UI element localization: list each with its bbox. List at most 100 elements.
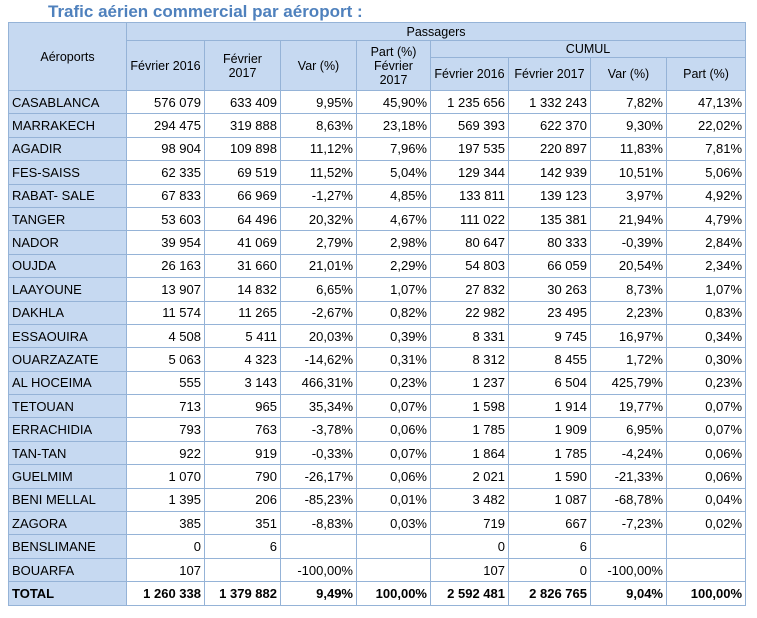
header-feb2017: Février 2017 (204, 40, 281, 91)
header-cumul-feb2016: Février 2016 (430, 57, 509, 91)
cumul-part-value: 0,07% (665, 394, 747, 419)
feb2017-value: 66 969 (204, 183, 281, 208)
cumul-part-value: 0,06% (665, 440, 747, 466)
cumul-part-value: 4,79% (665, 206, 747, 232)
feb2017-value (204, 557, 281, 583)
table-row: DAKHLA 11 574 11 265 -2,67% 0,82% 22 982 23 49… (8, 300, 747, 325)
feb2016-value: 4 508 (126, 323, 205, 349)
cumul-feb2017-value: 1 909 (508, 417, 591, 442)
feb2016-value: 0 (126, 534, 205, 559)
cumul-feb2016-value: 27 832 (430, 277, 509, 302)
cumul-var-value: 6,95% (590, 417, 667, 442)
table-row: TETOUAN 713 965 35,34% 0,07% 1 598 1 914 19,77%… (8, 394, 747, 419)
cumul-var-value: -0,39% (590, 230, 667, 255)
feb2016-value: 385 (126, 511, 205, 536)
airport-name: TETOUAN (8, 394, 127, 419)
part-value (356, 534, 431, 559)
feb2016-value: 13 907 (126, 277, 205, 302)
feb2016-value: 5 063 (126, 347, 205, 372)
feb2017-value: 69 519 (204, 160, 281, 185)
header-airports: Aéroports (8, 22, 127, 91)
feb2016-value: 26 163 (126, 253, 205, 279)
feb2017-value: 109 898 (204, 136, 281, 162)
feb2017-value: 11 265 (204, 300, 281, 325)
cumul-var-value: 19,77% (590, 394, 667, 419)
feb2016-value: 1 395 (126, 487, 205, 513)
feb2016-value: 576 079 (126, 89, 205, 115)
cumul-feb2017-value: 80 333 (508, 230, 591, 255)
var-value: 8,63% (280, 113, 357, 138)
feb2017-value: 319 888 (204, 113, 281, 138)
feb2016-value: 713 (126, 394, 205, 419)
airport-name: DAKHLA (8, 300, 127, 325)
page-title: Trafic aérien commercial par aéroport : (48, 2, 363, 21)
cumul-feb2016-value: 80 647 (430, 230, 509, 255)
cumul-feb2016-value: 1 237 (430, 370, 509, 396)
cumul-feb2016-value: 1 235 656 (430, 89, 509, 115)
part-value: 100,00% (356, 581, 431, 606)
feb2017-value: 6 (204, 534, 281, 559)
var-value: -8,83% (280, 511, 357, 536)
part-value: 45,90% (356, 89, 431, 115)
cumul-var-value: 3,97% (590, 183, 667, 208)
cumul-part-value: 0,34% (665, 323, 747, 349)
cumul-feb2016-value: 22 982 (430, 300, 509, 325)
airport-name: AGADIR (8, 136, 127, 162)
table-row: OUJDA 26 163 31 660 21,01% 2,29% 54 803 66 059… (8, 253, 747, 279)
cumul-feb2017-value: 220 897 (508, 136, 591, 162)
airport-name: BENI MELLAL (8, 487, 127, 513)
cumul-feb2017-value: 622 370 (508, 113, 591, 138)
total-row: TOTAL 1 260 338 1 379 882 9,49% 100,00% 2 592… (8, 581, 747, 606)
feb2017-value: 4 323 (204, 347, 281, 372)
table-row: AGADIR 98 904 109 898 11,12% 7,96% 197 535 220… (8, 136, 747, 162)
cumul-feb2017-value: 1 087 (508, 487, 591, 513)
var-value: -2,67% (280, 300, 357, 325)
airport-name: ERRACHIDIA (8, 417, 127, 442)
cumul-part-value: 0,04% (665, 487, 747, 513)
table-row: BENI MELLAL 1 395 206 -85,23% 0,01% 3 482 1 08… (8, 487, 747, 513)
part-value: 7,96% (356, 136, 431, 162)
cumul-var-value: -68,78% (590, 487, 667, 513)
feb2016-value: 294 475 (126, 113, 205, 138)
cumul-feb2016-value: 107 (430, 557, 509, 583)
table-row: MARRAKECH 294 475 319 888 8,63% 23,18% 569 39… (8, 113, 747, 138)
var-value: -14,62% (280, 347, 357, 372)
table-row: CASABLANCA 576 079 633 409 9,95% 45,90% 1 235… (8, 89, 747, 115)
cumul-part-value: 100,00% (665, 581, 747, 606)
airport-name: OUARZAZATE (8, 347, 127, 372)
table-row: LAAYOUNE 13 907 14 832 6,65% 1,07% 27 832 30 2… (8, 277, 747, 302)
cumul-feb2016-value: 8 312 (430, 347, 509, 372)
cumul-var-value: 7,82% (590, 89, 667, 115)
table-row: TAN-TAN 922 919 -0,33% 0,07% 1 864 1 785 -4,24%… (8, 440, 747, 466)
feb2016-value: 39 954 (126, 230, 205, 255)
cumul-feb2017-value: 1 914 (508, 394, 591, 419)
cumul-var-value: 21,94% (590, 206, 667, 232)
cumul-var-value: 9,30% (590, 113, 667, 138)
cumul-var-value: -100,00% (590, 557, 667, 583)
cumul-feb2016-value: 1 864 (430, 440, 509, 466)
cumul-feb2016-value: 1 598 (430, 394, 509, 419)
cumul-var-value: -7,23% (590, 511, 667, 536)
cumul-feb2016-value: 0 (430, 534, 509, 559)
feb2016-value: 67 833 (126, 183, 205, 208)
cumul-part-value: 7,81% (665, 136, 747, 162)
cumul-var-value: 16,97% (590, 323, 667, 349)
table-row: RABAT- SALE 67 833 66 969 -1,27% 4,85% 133 81… (8, 183, 747, 208)
cumul-part-value: 0,06% (665, 464, 747, 489)
airport-name: OUJDA (8, 253, 127, 279)
cumul-feb2017-value: 1 332 243 (508, 89, 591, 115)
cumul-part-value: 2,84% (665, 230, 747, 255)
var-value: 21,01% (280, 253, 357, 279)
cumul-part-value: 1,07% (665, 277, 747, 302)
header-cumul: CUMUL (429, 40, 747, 58)
feb2016-value: 793 (126, 417, 205, 442)
table-row: ESSAOUIRA 4 508 5 411 20,03% 0,39% 8 331 9 745… (8, 323, 747, 349)
part-value: 0,31% (356, 347, 431, 372)
cumul-part-value: 4,92% (665, 183, 747, 208)
airport-name: MARRAKECH (8, 113, 127, 138)
part-value: 0,82% (356, 300, 431, 325)
var-value: -100,00% (280, 557, 357, 583)
airport-name: BENSLIMANE (8, 534, 127, 559)
table-row: OUARZAZATE 5 063 4 323 -14,62% 0,31% 8 312 8 4… (8, 347, 747, 372)
var-value: 9,95% (280, 89, 357, 115)
